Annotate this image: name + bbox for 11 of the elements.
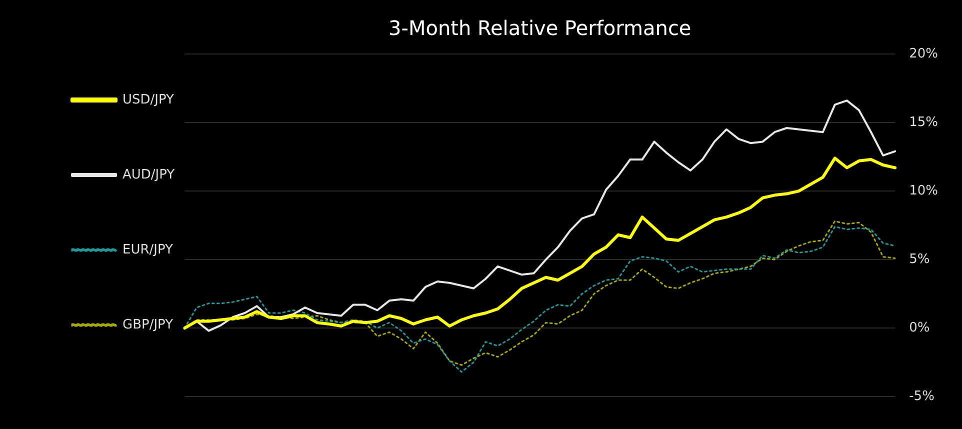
y-tick-label: 0% bbox=[909, 320, 930, 336]
legend-label: USD/JPY bbox=[122, 92, 174, 108]
y-tick-label: -5% bbox=[909, 388, 934, 404]
y-tick-label: 15% bbox=[909, 114, 938, 130]
y-tick-label: 20% bbox=[909, 46, 938, 62]
legend-label: GBP/JPY bbox=[122, 317, 174, 332]
legend-label: AUD/JPY bbox=[122, 167, 175, 182]
y-tick-label: 5% bbox=[909, 252, 930, 267]
legend-label: EUR/JPY bbox=[122, 242, 174, 258]
y-tick-label: 10% bbox=[909, 183, 938, 198]
chart-title: 3-Month Relative Performance bbox=[388, 16, 692, 40]
